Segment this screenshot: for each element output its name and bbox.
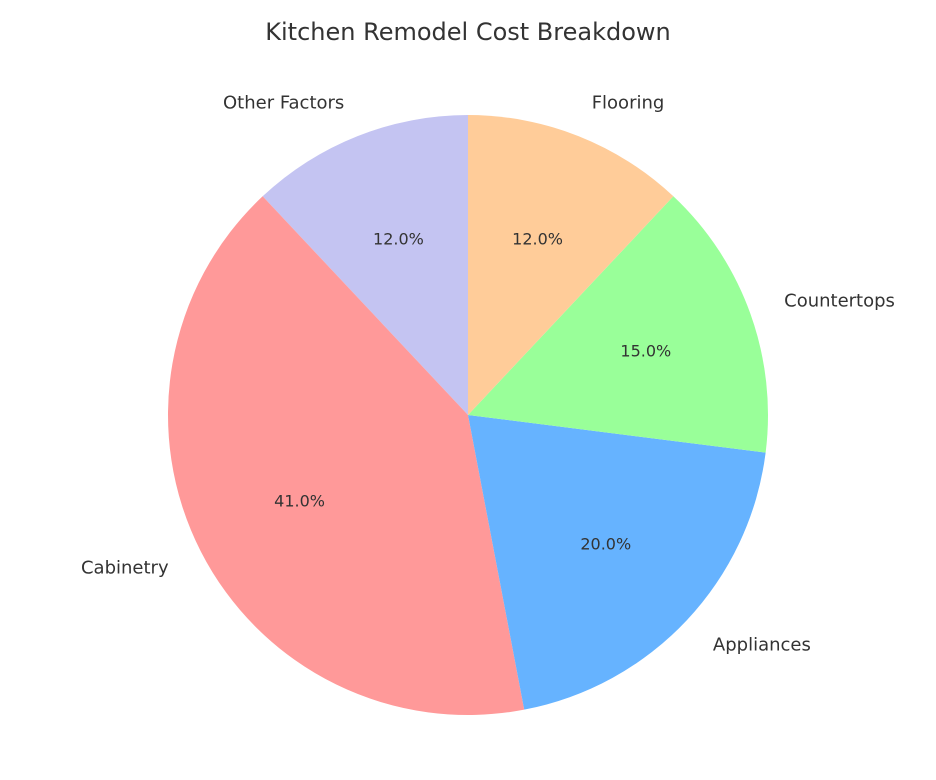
slice-label: Appliances (713, 635, 811, 656)
slice-label: Cabinetry (81, 557, 169, 578)
slice-label: Other Factors (223, 92, 344, 113)
slice-label: Countertops (784, 291, 895, 312)
slice-label: Flooring (592, 92, 665, 113)
slice-pct: 12.0% (512, 230, 563, 249)
slice-pct: 41.0% (274, 491, 325, 510)
slice-pct: 12.0% (373, 230, 424, 249)
slice-pct: 20.0% (580, 535, 631, 554)
pie-svg (0, 0, 936, 780)
slice-pct: 15.0% (620, 341, 671, 360)
pie-chart: Kitchen Remodel Cost Breakdown 12.0%Othe… (0, 0, 936, 780)
